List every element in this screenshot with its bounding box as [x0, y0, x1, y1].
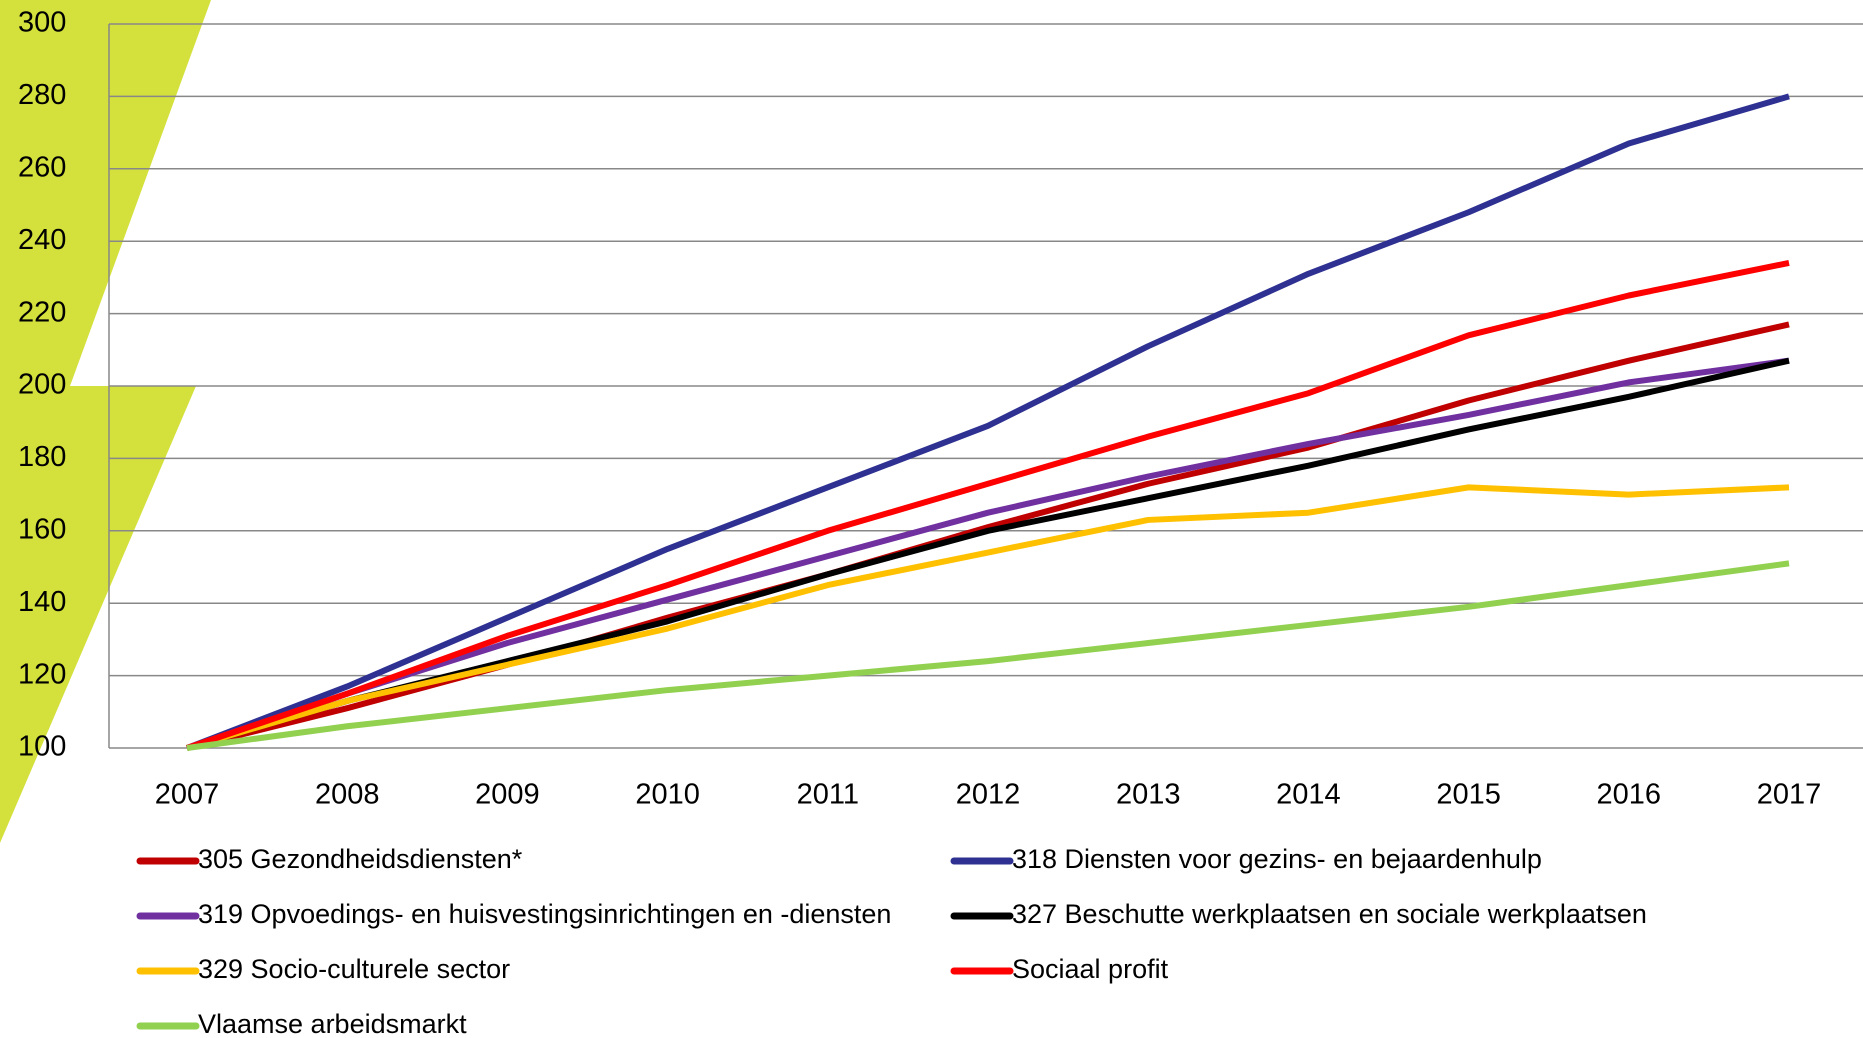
y-tick-label: 300	[18, 7, 66, 39]
series-line	[186, 259, 1790, 751]
legend: 305 Gezondheidsdiensten* 318 Diensten voo…	[136, 844, 1647, 1038]
y-tick-label: 180	[18, 441, 66, 473]
legend-label: 327 Beschutte werkplaatsen en sociale we…	[1012, 899, 1647, 929]
x-tick-label: 2013	[1116, 779, 1181, 811]
legend-label: Vlaamse arbeidsmarkt	[198, 1009, 467, 1038]
x-tick-label: 2014	[1276, 779, 1341, 811]
legend-label: 318 Diensten voor gezins- en bejaardenhu…	[1012, 844, 1542, 874]
legend-label: 329 Socio-culturele sector	[198, 954, 510, 984]
series-line	[186, 560, 1790, 751]
series-line	[186, 357, 1790, 751]
x-tick-label: 2012	[956, 779, 1021, 811]
legend-label: 305 Gezondheidsdiensten*	[198, 844, 523, 874]
x-tick-label: 2017	[1757, 779, 1822, 811]
x-tick-label: 2008	[315, 779, 380, 811]
y-tick-label: 260	[18, 151, 66, 183]
y-tick-label: 220	[18, 296, 66, 328]
y-tick-label: 200	[18, 369, 66, 401]
y-tick-label: 240	[18, 224, 66, 256]
y-tick-label: 280	[18, 79, 66, 111]
x-tick-label: 2011	[797, 779, 859, 811]
series-line	[185, 93, 1790, 751]
x-tick-label: 2010	[635, 779, 700, 811]
x-tick-label: 2007	[155, 779, 220, 811]
x-tick-label: 2016	[1597, 779, 1662, 811]
decoration	[0, 386, 196, 843]
y-tick-label: 160	[18, 513, 66, 545]
x-tick-label: 2015	[1436, 779, 1501, 811]
y-tick-label: 100	[18, 731, 66, 763]
y-tick-label: 140	[18, 586, 66, 618]
legend-label: 319 Opvoedings- en huisvestingsinrichtin…	[198, 899, 891, 929]
y-tick-label: 120	[18, 658, 66, 690]
x-tick-label: 2009	[475, 779, 540, 811]
legend-label: Sociaal profit	[1012, 954, 1169, 984]
series-line	[186, 484, 1790, 751]
